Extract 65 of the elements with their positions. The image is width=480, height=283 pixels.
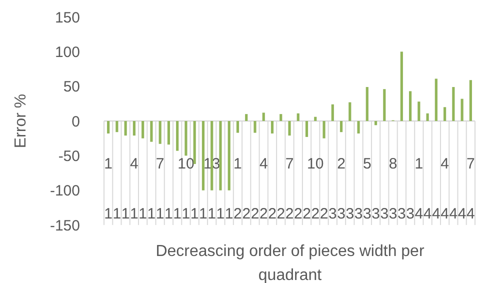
- bar: [460, 98, 464, 121]
- bar: [167, 121, 170, 145]
- bar: [176, 121, 179, 151]
- bar: [314, 116, 317, 121]
- bar: [124, 121, 127, 136]
- bar: [150, 121, 153, 142]
- x-tick-label: 7: [285, 155, 294, 172]
- y-tick-label: -50: [58, 148, 80, 165]
- bar: [288, 121, 291, 136]
- y-tick-label: 50: [63, 78, 80, 96]
- x-tick-label: 1: [414, 155, 424, 172]
- y-tick-label: 0: [72, 113, 80, 130]
- bar: [296, 113, 300, 121]
- x-tick-label: 2: [337, 155, 346, 172]
- y-axis-title: Error %: [12, 94, 30, 148]
- x-tick-label: 4: [259, 155, 268, 172]
- bar: [193, 121, 196, 164]
- bar: [184, 121, 188, 156]
- bar: [262, 112, 265, 121]
- bar: [426, 113, 429, 121]
- bar: [348, 102, 352, 121]
- bar: [469, 80, 472, 121]
- bar: [142, 121, 144, 138]
- x-tick-label: 7: [156, 155, 164, 172]
- x-tick-label: 1: [234, 155, 242, 172]
- bar: [340, 121, 343, 132]
- bar: [434, 78, 438, 121]
- bar: [305, 121, 308, 137]
- bar: [444, 107, 446, 121]
- bar: [383, 89, 386, 121]
- bar: [228, 121, 230, 190]
- bar: [357, 121, 360, 134]
- x-tick-label: 8: [388, 155, 398, 172]
- bar: [452, 87, 455, 121]
- bar: [400, 52, 403, 121]
- bar: [418, 102, 420, 121]
- bar: [132, 121, 136, 136]
- bar: [158, 121, 162, 144]
- x-tick-label: 4: [130, 155, 138, 172]
- bar: [107, 121, 110, 134]
- annotation: 1111111111111112222222222233333333334444444: [104, 205, 475, 222]
- bar: [322, 121, 326, 138]
- bar: [280, 114, 282, 121]
- bar: [366, 87, 368, 121]
- x-tick-label: 5: [362, 155, 372, 172]
- bar: [219, 121, 222, 190]
- y-tick-label: 100: [54, 44, 80, 61]
- bar: [408, 91, 412, 121]
- x-axis-title: Decreascing order of pieces width per quadrant: [156, 243, 425, 283]
- x-tick-label: 7: [466, 155, 475, 172]
- bar: [202, 121, 205, 190]
- y-tick-label: -100: [50, 182, 80, 200]
- bar: [245, 114, 248, 121]
- y-tick-label: 150: [54, 9, 80, 26]
- bar: [270, 121, 274, 134]
- x-tick-label: 1: [104, 155, 112, 172]
- bar: [374, 121, 378, 126]
- x-tick-label: 4: [440, 155, 449, 172]
- bar: [116, 121, 118, 132]
- bar: [254, 121, 256, 133]
- bar: [331, 104, 334, 121]
- bar: [236, 121, 240, 133]
- x-tick-label: 10: [307, 155, 324, 172]
- y-tick-label: -150: [50, 217, 80, 234]
- x-tick-label: 10: [178, 155, 194, 172]
